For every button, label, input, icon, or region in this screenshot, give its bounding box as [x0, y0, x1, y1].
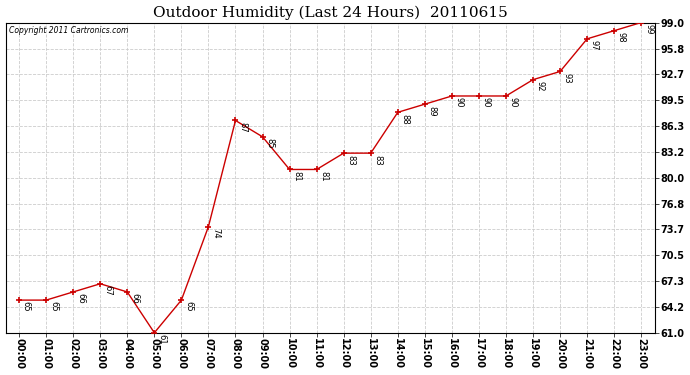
Text: 98: 98 — [617, 32, 626, 43]
Text: 87: 87 — [238, 122, 247, 133]
Text: 66: 66 — [130, 293, 139, 304]
Text: 66: 66 — [76, 293, 85, 304]
Text: 93: 93 — [563, 73, 572, 84]
Text: 88: 88 — [401, 114, 410, 125]
Text: 89: 89 — [428, 105, 437, 116]
Text: 92: 92 — [536, 81, 545, 92]
Text: 65: 65 — [22, 302, 31, 312]
Text: 83: 83 — [373, 154, 382, 165]
Text: 65: 65 — [184, 302, 193, 312]
Text: 81: 81 — [319, 171, 328, 182]
Text: 67: 67 — [103, 285, 112, 296]
Text: Copyright 2011 Cartronics.com: Copyright 2011 Cartronics.com — [9, 26, 128, 34]
Text: 90: 90 — [455, 98, 464, 108]
Text: 65: 65 — [49, 302, 58, 312]
Text: 83: 83 — [346, 154, 355, 165]
Text: 81: 81 — [293, 171, 302, 182]
Text: 90: 90 — [482, 98, 491, 108]
Title: Outdoor Humidity (Last 24 Hours)  20110615: Outdoor Humidity (Last 24 Hours) 2011061… — [152, 6, 508, 20]
Text: 90: 90 — [509, 98, 518, 108]
Text: 99: 99 — [644, 24, 653, 34]
Text: 61: 61 — [157, 334, 166, 345]
Text: 97: 97 — [590, 40, 599, 51]
Text: 74: 74 — [211, 228, 220, 238]
Text: 85: 85 — [266, 138, 275, 149]
